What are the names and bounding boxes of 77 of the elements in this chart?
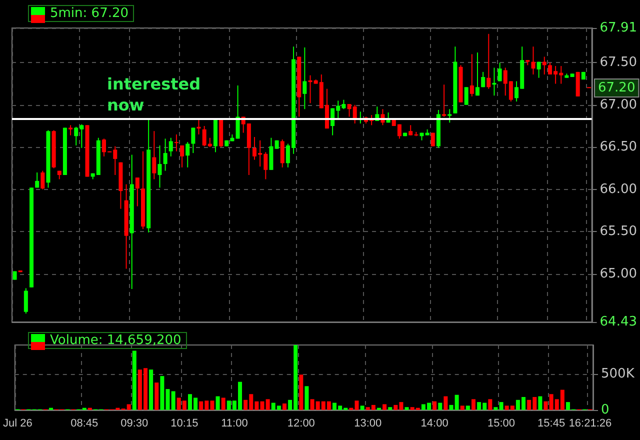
- candlestick: [498, 62, 502, 82]
- y-tick-label: 0: [601, 402, 610, 418]
- x-tick-label: 15:45: [538, 418, 566, 430]
- candlestick: [486, 33, 491, 90]
- y-tick-label: 65.00: [600, 266, 637, 282]
- bar: [132, 350, 136, 410]
- candlestick: [481, 71, 486, 88]
- x-tick-label: 15:00: [488, 418, 516, 430]
- bar: [160, 376, 164, 410]
- bar: [382, 404, 387, 410]
- x-tick-label: 08:45: [70, 418, 98, 430]
- candlestick: [152, 130, 156, 180]
- candlestick: [135, 177, 140, 207]
- y-tick-label: 500K: [601, 366, 635, 382]
- candlestick: [475, 52, 480, 96]
- x-tick-label: 13:00: [354, 418, 382, 430]
- bar: [471, 399, 476, 410]
- candlestick: [35, 172, 40, 188]
- bar: [299, 374, 304, 410]
- bar: [466, 406, 470, 410]
- chart-title: 5min: 67.20: [50, 6, 129, 21]
- candlestick: [40, 170, 45, 190]
- bar: [444, 396, 448, 410]
- y-tick-label: 67.50: [600, 55, 637, 70]
- bar: [154, 382, 159, 410]
- candlestick: [448, 108, 452, 124]
- candlestick: [280, 139, 284, 168]
- x-tick-label: 09:30: [120, 418, 148, 430]
- candlestick: [186, 142, 190, 168]
- x-tick-label: 12:00: [287, 418, 315, 430]
- candlestick: [163, 138, 168, 172]
- candlestick: [536, 61, 541, 78]
- x-tick-label: 16:21:26: [568, 418, 612, 430]
- candlestick: [68, 124, 73, 136]
- y-tick-label: 67.00: [600, 97, 637, 112]
- candlestick: [531, 46, 536, 75]
- bar: [360, 406, 364, 410]
- text: 67.20: [598, 80, 636, 96]
- candlestick: [302, 46, 307, 110]
- candlestick: [430, 132, 435, 147]
- bar: [538, 396, 542, 410]
- bar: [304, 386, 309, 410]
- x-tick-label: 14:00: [420, 418, 448, 430]
- y-tick-label: 65.50: [600, 224, 637, 240]
- candlestick: [168, 137, 173, 157]
- y-tick-label: 67.91: [600, 20, 637, 36]
- candlestick: [470, 54, 474, 97]
- bar: [488, 399, 492, 410]
- bar: [432, 401, 437, 410]
- bar: [282, 404, 286, 410]
- bar: [354, 400, 359, 410]
- y-tick-label: 66.50: [600, 140, 637, 155]
- candlestick: [24, 288, 28, 314]
- y-tick-label: 64.43: [600, 314, 637, 330]
- x-tick-label: Jul 26: [2, 418, 32, 430]
- candlestick: [464, 86, 468, 106]
- x-tick-label: 10:15: [170, 418, 198, 430]
- candlestick: [158, 144, 162, 188]
- bar: [216, 396, 220, 410]
- y-tick-label: 66.00: [600, 182, 637, 197]
- bar: [460, 406, 464, 410]
- bar: [221, 398, 226, 410]
- candlestick: [174, 134, 178, 152]
- bar: [499, 402, 504, 410]
- bar: [149, 370, 154, 410]
- chart-title: Volume: 14,659,200: [50, 333, 182, 348]
- bar: [494, 407, 498, 410]
- bar: [388, 407, 392, 410]
- candlestick: [269, 137, 274, 170]
- bar: [438, 402, 442, 410]
- candlestick: [442, 84, 446, 118]
- bar: [404, 407, 409, 410]
- candlestick: [180, 144, 184, 168]
- candlestick: [236, 84, 240, 140]
- ref-line-label: interested now: [107, 74, 206, 114]
- candlestick: [191, 127, 196, 154]
- x-tick-label: 11:00: [221, 418, 248, 430]
